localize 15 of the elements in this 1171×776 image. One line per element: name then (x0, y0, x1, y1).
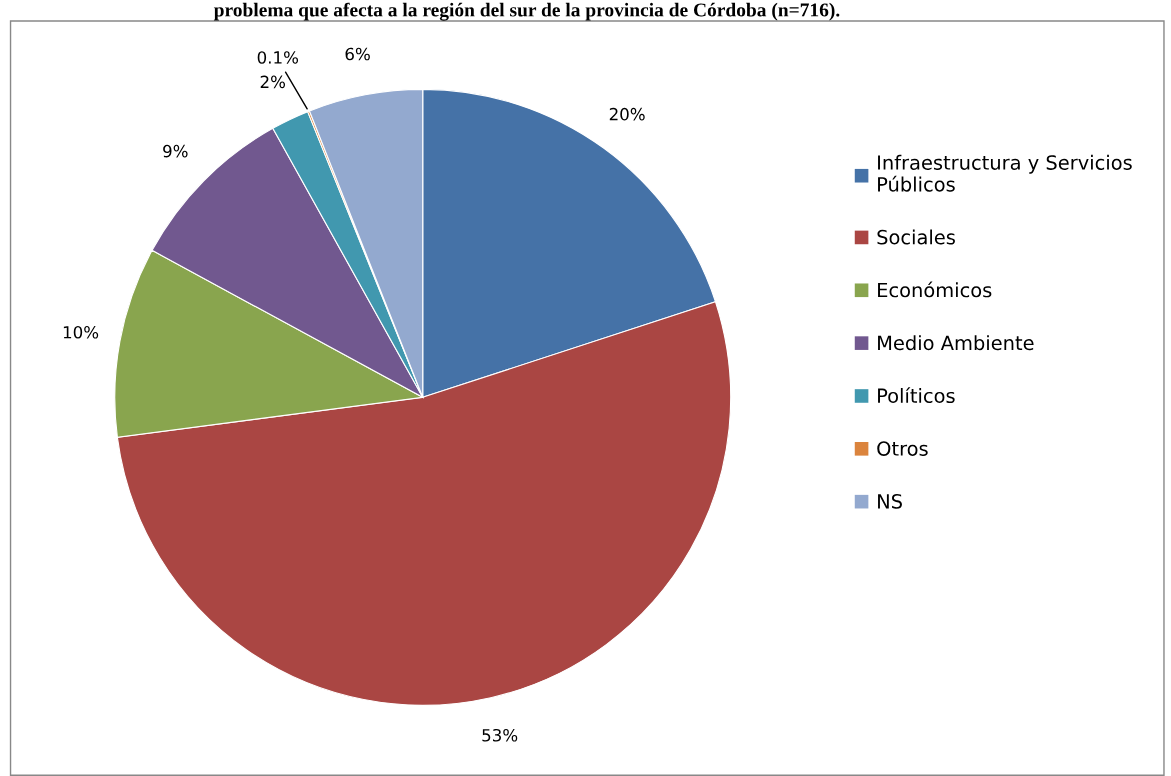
data-label: 0.1% (257, 51, 299, 64)
data-label: 2% (260, 75, 286, 89)
legend-label: Medio Ambiente (878, 335, 1034, 351)
data-label: 20% (609, 107, 645, 121)
legend-label: Otros (877, 441, 928, 456)
legend-label: Políticos (878, 387, 955, 404)
legend-label: Económicos (878, 281, 992, 298)
data-label: 10% (63, 326, 99, 339)
legend-label: Sociales (877, 229, 955, 245)
chart-title: problema que afecta a la región del sur de la provincia de Córdoba (n=716). (213, 2, 840, 21)
legend-label: NS (878, 494, 902, 509)
data-label: 53% (482, 728, 518, 742)
data-label: 6% (345, 47, 370, 61)
legend-label: Infraestructura y Servicios Públicos (878, 154, 1132, 192)
data-label: 9% (163, 144, 188, 158)
